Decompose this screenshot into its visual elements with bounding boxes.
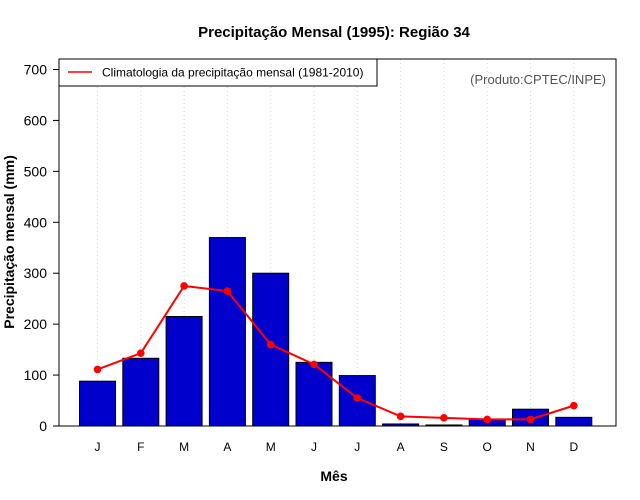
x-tick-label: M — [179, 440, 189, 454]
climatology-point-8 — [396, 412, 405, 421]
bar-12 — [555, 416, 593, 427]
climatology-point-9 — [440, 414, 448, 422]
climatology-point-2 — [137, 349, 145, 357]
x-tick-label: A — [397, 440, 405, 454]
climatology-point-5 — [266, 340, 275, 349]
climatology-series — [93, 282, 578, 424]
y-tick-label: 0 — [39, 418, 47, 434]
y-tick-label: 200 — [24, 316, 48, 332]
y-axis: 0 100 200 300 400 500 600 700 — [24, 62, 59, 434]
bar-6 — [295, 361, 333, 427]
x-tick-label: J — [311, 440, 317, 454]
x-tick-label: D — [569, 440, 578, 454]
x-axis-title: Mês — [320, 468, 347, 484]
climatology-point-6 — [310, 360, 318, 369]
x-tick-label: M — [266, 440, 276, 454]
x-tick-label: F — [137, 440, 144, 454]
y-tick-label: 700 — [24, 62, 48, 78]
y-axis-title: Precipitação mensal (mm) — [1, 155, 17, 329]
y-tick-label: 600 — [24, 112, 48, 128]
x-tick-label: N — [526, 440, 535, 454]
climatology-point-10 — [483, 415, 492, 424]
climatology-point-1 — [93, 365, 102, 374]
x-tick-label: J — [354, 440, 360, 454]
source-annotation: (Produto:CPTEC/INPE) — [470, 72, 606, 87]
x-tick-label: A — [223, 440, 231, 454]
y-tick-label: 400 — [24, 214, 48, 230]
legend-label: Climatologia da precipitação mensal (198… — [102, 66, 363, 80]
x-tick-label: J — [95, 440, 101, 454]
bar-series — [79, 237, 593, 427]
bar-1 — [79, 380, 116, 427]
bar-2 — [122, 357, 160, 427]
climatology-point-11 — [526, 415, 535, 424]
legend-box — [58, 58, 378, 87]
climatology-point-4 — [223, 287, 232, 295]
bar-4 — [208, 237, 246, 427]
chart-title: Precipitação Mensal (1995): Região 34 — [198, 24, 470, 41]
climatology-point-7 — [353, 394, 362, 402]
climatology-point-12 — [570, 401, 578, 410]
x-tick-label: S — [440, 440, 448, 454]
bar-3 — [165, 316, 203, 427]
x-tick-label: O — [483, 440, 492, 454]
legend: Climatologia da precipitação mensal (198… — [58, 58, 378, 87]
y-tick-label: 300 — [24, 265, 48, 281]
climatology-point-3 — [180, 282, 188, 290]
y-tick-label: 100 — [24, 367, 48, 383]
climatology-line — [97, 284, 575, 421]
y-tick-label: 500 — [24, 163, 48, 179]
